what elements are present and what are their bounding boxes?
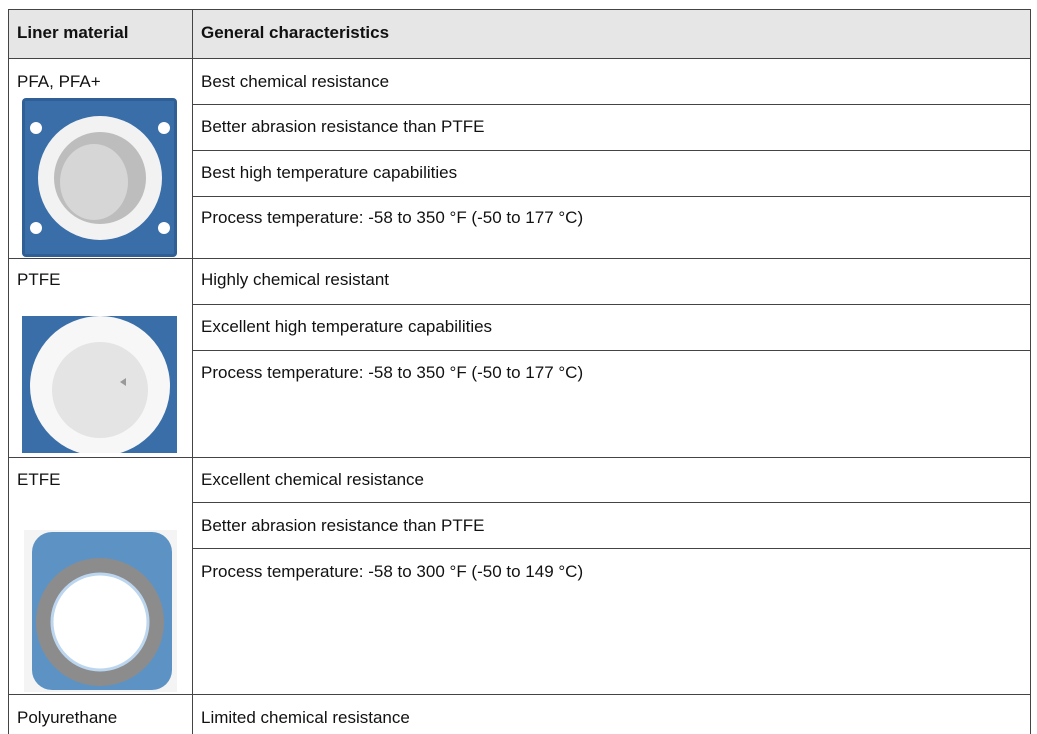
characteristic: Process temperature: -58 to 300 °F (-50 … [201, 562, 584, 581]
characteristic: Limited chemical resistance [201, 708, 410, 727]
characteristic: Better abrasion resistance than PTFE [201, 516, 485, 535]
row-border [8, 258, 1030, 259]
characteristic: Excellent high temperature capabilities [201, 317, 493, 336]
header-background [8, 9, 1030, 58]
row-border [8, 58, 1030, 59]
row-border [8, 694, 1030, 695]
liner-photo [22, 316, 177, 453]
characteristic: Better abrasion resistance than PTFE [201, 117, 485, 136]
column-border [192, 9, 193, 734]
characteristic: Process temperature: -58 to 350 °F (-50 … [201, 363, 584, 382]
sub-row-border [192, 304, 1030, 305]
sub-row-border [192, 196, 1030, 197]
liner-photo [24, 530, 177, 692]
column-border [1030, 9, 1031, 734]
sub-row-border [192, 104, 1030, 105]
column-border [8, 9, 9, 734]
sub-row-border [192, 502, 1030, 503]
liner-photo [22, 98, 177, 257]
characteristic: Highly chemical resistant [201, 270, 390, 289]
row-border [8, 9, 1030, 10]
characteristic: Excellent chemical resistance [201, 470, 424, 489]
material: Polyurethane [17, 708, 118, 727]
header-cell: General characteristics [201, 23, 390, 42]
characteristic: Process temperature: -58 to 350 °F (-50 … [201, 208, 584, 227]
material: ETFE [17, 470, 61, 489]
sub-row-border [192, 150, 1030, 151]
material: PFA, PFA+ [17, 72, 101, 91]
characteristic: Best high temperature capabilities [201, 163, 458, 182]
row-border [8, 457, 1030, 458]
header-cell: Liner material [17, 23, 129, 42]
characteristic: Best chemical resistance [201, 72, 390, 91]
sub-row-border [192, 548, 1030, 549]
material: PTFE [17, 270, 61, 289]
sub-row-border [192, 350, 1030, 351]
